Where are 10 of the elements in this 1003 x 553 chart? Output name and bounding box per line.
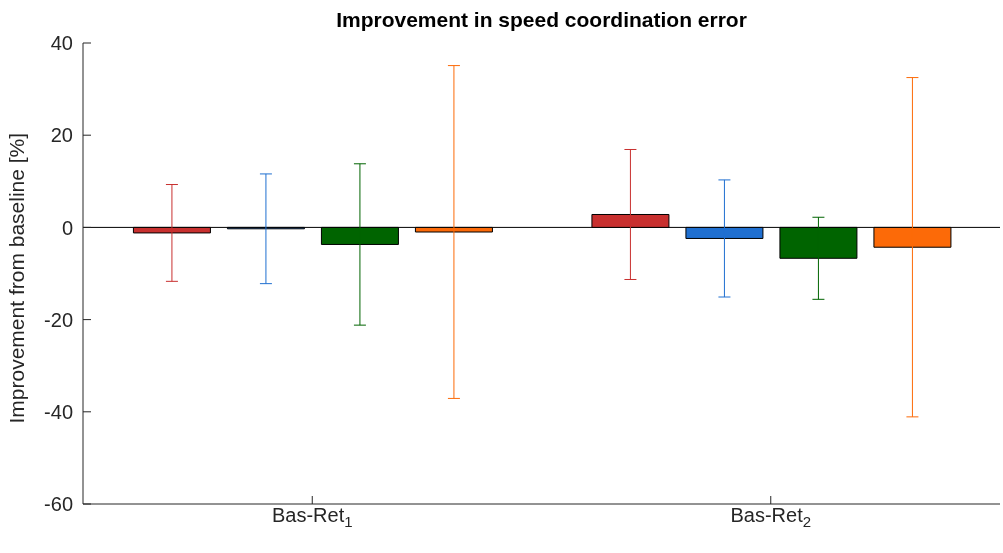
y-tick-label: -40 bbox=[44, 400, 73, 423]
chart-title: Improvement in speed coordination error bbox=[335, 8, 748, 32]
y-tick-label: -60 bbox=[44, 493, 73, 516]
x-tick-label: Bas-Ret$_{1}$ bbox=[271, 504, 353, 530]
y-axis-title: Improvement from baseline [%] bbox=[5, 132, 29, 424]
y-tick-label: 20 bbox=[50, 124, 73, 147]
y-tick-label: 0 bbox=[61, 216, 73, 239]
y-tick-label: 40 bbox=[50, 32, 73, 55]
y-tick-label: -20 bbox=[44, 308, 73, 331]
x-tick-label: Bas-Ret$_{2}$ bbox=[730, 504, 812, 530]
